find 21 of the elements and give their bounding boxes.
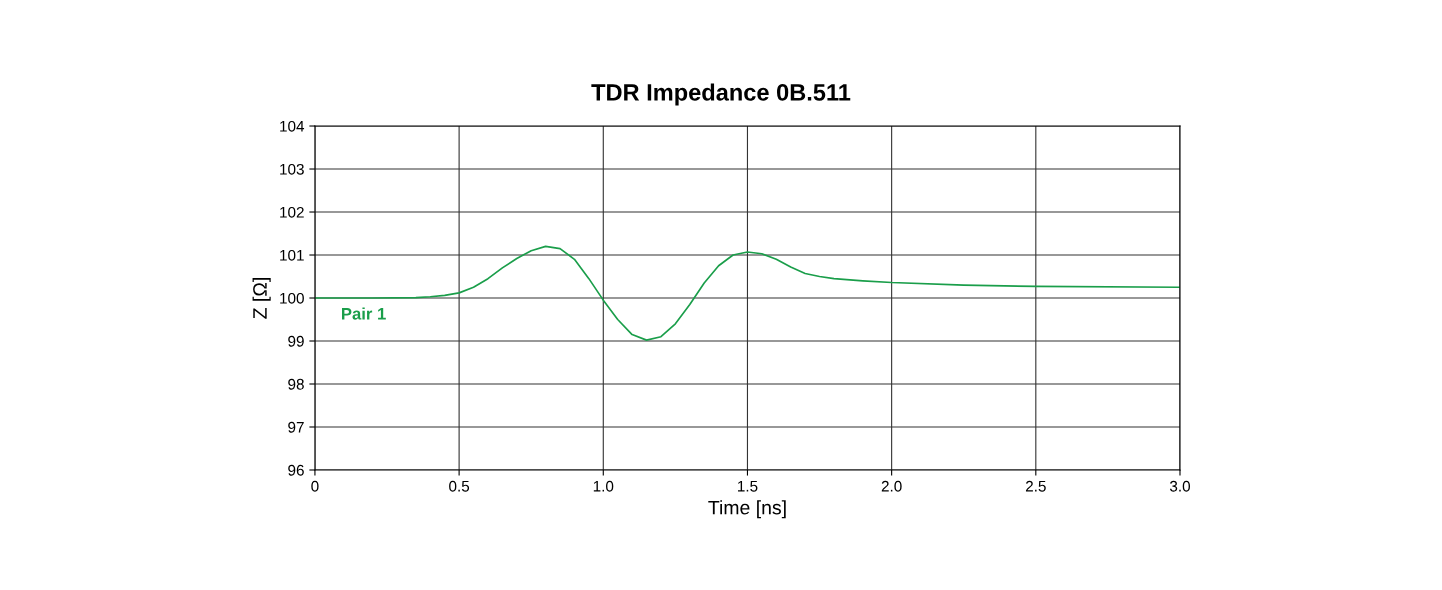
x-tick-label: 0.5: [449, 480, 470, 492]
series-label: Pair 1: [342, 307, 386, 320]
y-tick-label: 104: [280, 120, 305, 132]
y-tick-label: 99: [288, 335, 304, 347]
y-tick-label: 96: [288, 464, 304, 476]
chart-title: TDR Impedance 0B.511: [591, 83, 851, 106]
y-tick-label: 97: [288, 421, 304, 433]
y-tick-label: 101: [280, 249, 304, 261]
x-axis-title: Time [ns]: [708, 500, 786, 519]
x-tick-label: 0: [311, 480, 319, 492]
y-tick-label: 102: [280, 206, 304, 218]
y-tick-label: 103: [280, 163, 304, 175]
x-tick-label: 2.5: [1025, 480, 1046, 492]
y-axis-title: Z [Ω]: [252, 278, 271, 319]
x-tick-label: 2.0: [881, 480, 902, 492]
line-series: [314, 245, 1180, 341]
y-tick-label: 100: [280, 292, 304, 304]
y-tick-label: 98: [288, 378, 304, 390]
x-tick-label: 1.5: [738, 480, 758, 492]
x-tick-label: 1.0: [593, 480, 614, 492]
x-tick-label: 3.0: [1169, 480, 1191, 492]
